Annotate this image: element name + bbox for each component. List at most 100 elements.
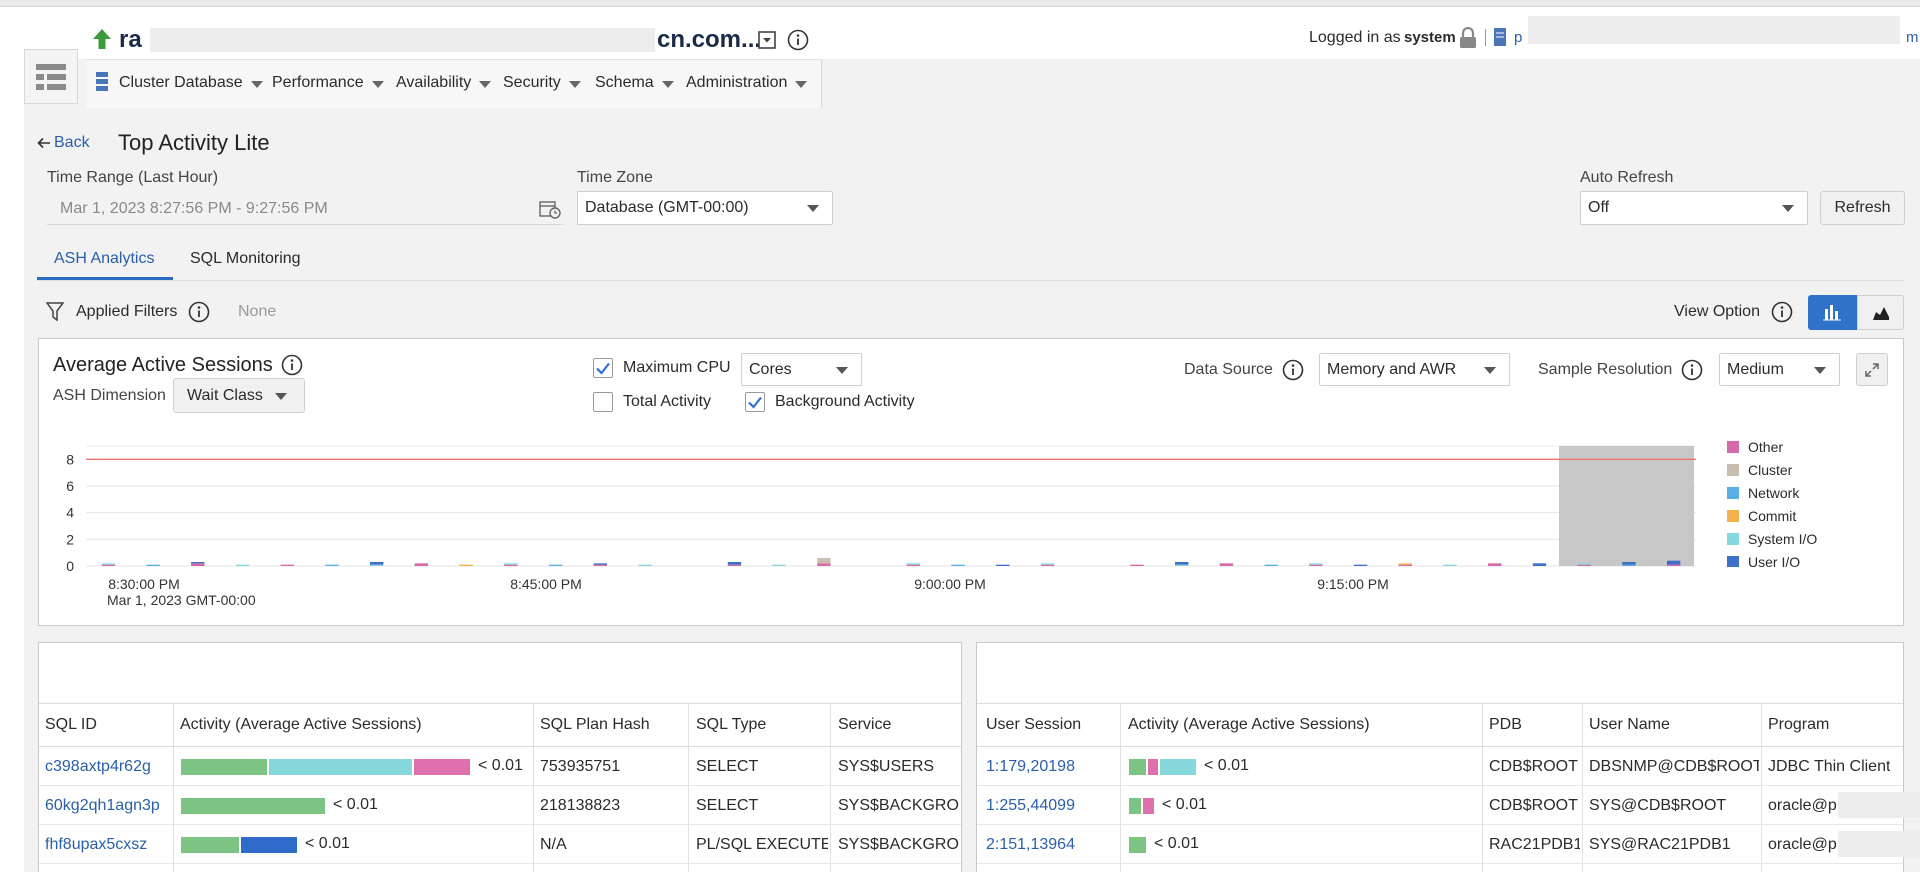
column-header[interactable]: SQL Type xyxy=(696,714,766,736)
row-link[interactable]: fhf8upax5cxsz xyxy=(45,834,147,856)
legend-item[interactable]: Cluster xyxy=(1722,459,1872,481)
top-strip xyxy=(0,0,1920,7)
auto-refresh-select[interactable] xyxy=(1580,191,1808,225)
activity-segment[interactable] xyxy=(241,837,297,853)
cell: 753935751 xyxy=(540,756,620,778)
menu-item[interactable]: Cluster Database xyxy=(119,72,243,94)
cell: SELECT xyxy=(696,795,758,817)
view-option-label: View Option xyxy=(1674,301,1760,323)
info-icon[interactable] xyxy=(1681,359,1703,381)
dropdown-arrow xyxy=(807,205,819,212)
activity-segment[interactable] xyxy=(269,759,412,775)
activity-value: < 0.01 xyxy=(1154,833,1199,855)
navigator-icon xyxy=(35,63,67,91)
activity-segment[interactable] xyxy=(181,798,325,814)
activity-segment[interactable] xyxy=(181,759,267,775)
dropdown-arrow xyxy=(836,367,848,374)
column-header[interactable]: Service xyxy=(838,714,891,736)
menu-item[interactable]: Availability xyxy=(396,72,471,94)
tab[interactable]: SQL Monitoring xyxy=(190,248,301,270)
dropdown-arrow xyxy=(479,81,491,88)
dropdown-arrow xyxy=(662,81,674,88)
tab-border xyxy=(37,280,1904,281)
redacted xyxy=(1838,792,1920,818)
cores-select-value: Cores xyxy=(749,359,792,381)
activity-segment[interactable] xyxy=(414,759,470,775)
activity-segment[interactable] xyxy=(1129,837,1146,853)
legend-item[interactable]: User I/O xyxy=(1722,551,1872,567)
calendar-icon[interactable] xyxy=(539,199,561,219)
row-link[interactable]: 1:255,44099 xyxy=(986,795,1075,817)
menu-item[interactable]: Performance xyxy=(272,72,364,94)
legend-label: Commit xyxy=(1748,505,1796,527)
column-header[interactable]: User Name xyxy=(1589,714,1670,736)
cell: SYS@CDB$ROOT xyxy=(1589,795,1726,817)
info-icon[interactable] xyxy=(787,29,809,51)
column-header[interactable]: Activity (Average Active Sessions) xyxy=(180,714,422,736)
checkmark xyxy=(595,360,611,376)
row-border xyxy=(977,863,1903,864)
row-link[interactable]: 1:179,20198 xyxy=(986,756,1075,778)
activity-segment[interactable] xyxy=(1148,759,1158,775)
cell: SYS$BACKGROU xyxy=(838,834,960,856)
refresh-button-label: Refresh xyxy=(1820,197,1905,219)
activity-value: < 0.01 xyxy=(1162,794,1207,816)
column-header[interactable]: SQL ID xyxy=(45,714,97,736)
column-header[interactable]: Program xyxy=(1768,714,1829,736)
checkbox[interactable] xyxy=(593,392,613,412)
row-link[interactable]: c398axtp4r62g xyxy=(45,756,151,778)
legend-item[interactable]: System I/O xyxy=(1722,528,1872,550)
info-icon[interactable] xyxy=(281,354,303,376)
field-label: Time Zone xyxy=(577,167,653,189)
column-separator xyxy=(1120,703,1121,872)
host-icon xyxy=(1493,27,1507,47)
cell: 218138823 xyxy=(540,795,620,817)
cell: SYS$USERS xyxy=(838,756,934,778)
column-header[interactable]: SQL Plan Hash xyxy=(540,714,650,736)
filter-icon[interactable] xyxy=(46,302,64,322)
legend-label: System I/O xyxy=(1748,528,1817,550)
back-arrow[interactable] xyxy=(37,136,51,150)
chart-panel xyxy=(38,338,1904,626)
target-title: ra xyxy=(119,29,142,51)
menu-item[interactable]: Security xyxy=(503,72,561,94)
column-header[interactable]: User Session xyxy=(986,714,1081,736)
data-source-label: Data Source xyxy=(1184,359,1273,381)
menu-item[interactable]: Administration xyxy=(686,72,787,94)
activity-segment[interactable] xyxy=(181,837,239,853)
row-link[interactable]: 60kg2qh1agn3p xyxy=(45,795,160,817)
row-link[interactable]: 2:151,13964 xyxy=(986,834,1075,856)
menu-item[interactable]: Schema xyxy=(595,72,654,94)
field-label: Auto Refresh xyxy=(1580,167,1673,189)
info-icon[interactable] xyxy=(1771,301,1793,323)
column-header[interactable]: PDB xyxy=(1489,714,1522,736)
activity-segment[interactable] xyxy=(1143,798,1154,814)
dimension-label: ASH Dimension xyxy=(53,385,166,407)
activity-segment[interactable] xyxy=(1129,798,1141,814)
legend-item[interactable]: Other xyxy=(1722,436,1872,458)
info-icon[interactable] xyxy=(1282,359,1304,381)
activity-segment[interactable] xyxy=(1160,759,1196,775)
column-separator xyxy=(1482,703,1483,872)
legend-label: Other xyxy=(1748,436,1783,458)
legend-item[interactable]: Network xyxy=(1722,482,1872,504)
legend-swatch xyxy=(1727,487,1739,499)
legend-item[interactable]: Commit xyxy=(1722,505,1872,527)
cell: DBSNMP@CDB$ROOT xyxy=(1589,756,1759,778)
back-link[interactable]: Back xyxy=(54,132,90,154)
filters-value: None xyxy=(238,301,276,323)
column-header[interactable]: Activity (Average Active Sessions) xyxy=(1128,714,1370,736)
target-title: cn.com... xyxy=(657,29,761,51)
activity-segment[interactable] xyxy=(1129,759,1146,775)
tab-active[interactable]: ASH Analytics xyxy=(54,248,154,270)
cell: PL/SQL EXECUTE xyxy=(696,834,828,856)
dropdown-arrow xyxy=(795,81,807,88)
info-icon[interactable] xyxy=(188,301,210,323)
legend-label: Cluster xyxy=(1748,459,1792,481)
area-icon xyxy=(1872,303,1890,321)
column-separator xyxy=(1582,703,1583,872)
dropdown-arrow xyxy=(251,81,263,88)
activity-value: < 0.01 xyxy=(478,755,523,777)
legend-swatch xyxy=(1727,441,1739,453)
target-menu[interactable] xyxy=(758,31,776,49)
